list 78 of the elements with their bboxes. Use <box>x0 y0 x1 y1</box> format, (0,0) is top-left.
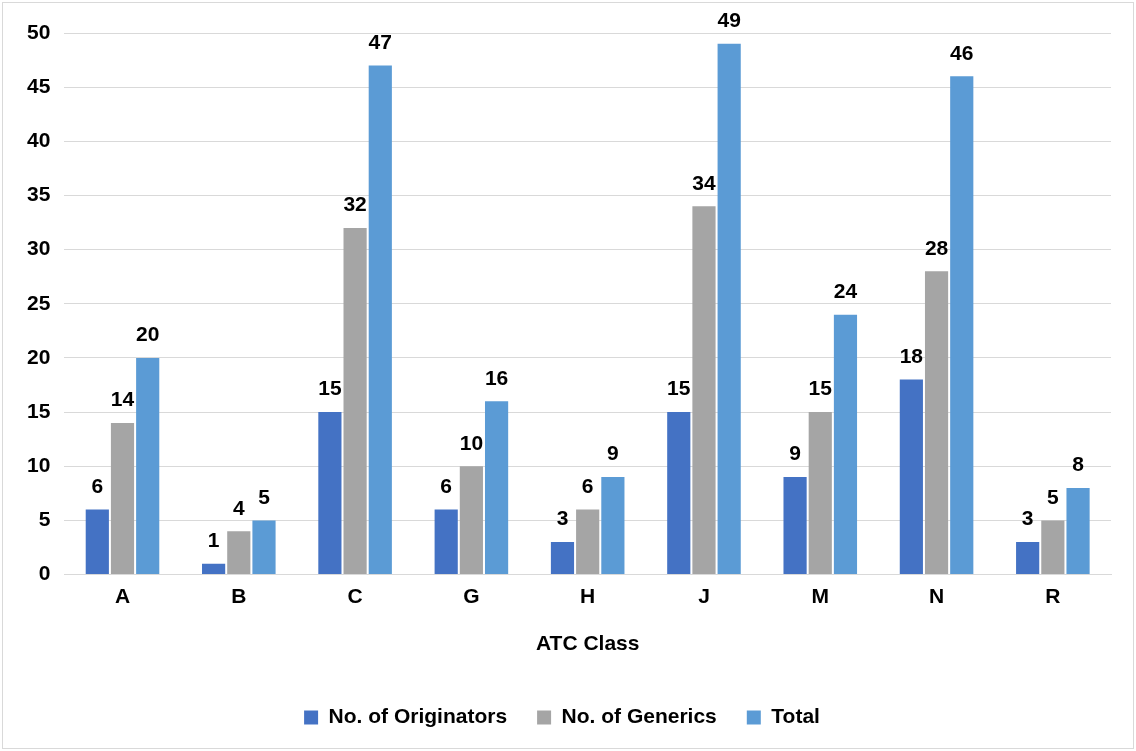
data-label: 47 <box>368 29 392 53</box>
y-tick-label: 30 <box>27 236 51 260</box>
data-label: 18 <box>899 343 924 367</box>
x-tick-label: J <box>698 584 710 607</box>
data-label: 8 <box>1072 452 1085 476</box>
x-tick-label: G <box>463 584 480 607</box>
legend-label: No. of Originators <box>328 704 508 728</box>
bar <box>202 563 226 575</box>
x-tick-label: H <box>580 584 596 607</box>
data-label: 6 <box>581 473 594 497</box>
x-tick-label: N <box>928 584 945 607</box>
bar <box>484 401 509 575</box>
data-label: 4 <box>232 495 245 519</box>
x-tick-label: C <box>347 584 363 607</box>
bar <box>136 357 160 575</box>
y-tick-label: 15 <box>27 398 51 422</box>
bar <box>227 531 251 575</box>
bar <box>1041 520 1065 575</box>
y-tick-label: 50 <box>27 19 51 43</box>
data-label: 1 <box>207 528 220 552</box>
bar <box>1066 487 1090 575</box>
data-label: 10 <box>459 430 484 454</box>
bar <box>343 227 367 575</box>
bar <box>808 412 832 575</box>
bar <box>924 271 949 575</box>
data-label: 15 <box>808 376 833 400</box>
data-label: 3 <box>1021 506 1034 530</box>
data-label: 9 <box>789 441 801 465</box>
y-tick-label: 20 <box>27 344 51 368</box>
y-tick-label: 35 <box>27 182 51 206</box>
data-label: 49 <box>717 8 741 32</box>
bar <box>252 520 276 575</box>
bar <box>368 65 392 575</box>
x-axis-title: ATC Class <box>535 631 640 655</box>
data-label: 6 <box>91 473 104 497</box>
data-label: 32 <box>343 192 367 216</box>
y-tick-label: 40 <box>27 128 51 152</box>
bar <box>899 379 923 575</box>
data-label: 5 <box>1047 484 1060 508</box>
data-label: 24 <box>833 278 858 302</box>
x-tick-label: M <box>811 584 830 607</box>
bar <box>576 509 600 575</box>
bar <box>459 466 483 575</box>
data-label: 15 <box>667 376 691 400</box>
bar <box>783 477 807 575</box>
y-tick-label: 45 <box>27 73 51 97</box>
y-tick-label: 10 <box>27 453 51 477</box>
y-tick-label: 0 <box>38 561 51 585</box>
data-label: 20 <box>136 322 160 346</box>
legend-label: No. of Generics <box>561 704 717 728</box>
bar <box>692 206 716 575</box>
legend-label: Total <box>771 704 820 728</box>
bar <box>550 542 575 575</box>
x-tick-label: A <box>114 584 131 607</box>
bar <box>950 76 974 575</box>
bar <box>667 412 691 575</box>
bar <box>85 509 109 575</box>
x-tick-label: R <box>1045 584 1061 607</box>
bar <box>110 422 135 575</box>
y-tick-label: 25 <box>27 290 51 314</box>
bar <box>318 412 342 575</box>
data-label: 16 <box>484 365 509 389</box>
x-tick-label: B <box>231 584 247 607</box>
data-label: 28 <box>924 235 949 259</box>
data-label: 34 <box>692 170 716 194</box>
data-label: 14 <box>110 387 135 411</box>
bar <box>434 509 458 575</box>
data-label: 3 <box>556 506 569 530</box>
bar <box>1016 542 1040 575</box>
bar <box>833 314 858 575</box>
data-label: 6 <box>440 473 453 497</box>
data-label: 46 <box>950 40 974 64</box>
bar <box>717 43 741 575</box>
data-label: 5 <box>258 484 271 508</box>
y-tick-label: 5 <box>38 507 51 531</box>
data-label: 15 <box>318 376 342 400</box>
bar <box>601 477 625 575</box>
data-label: 9 <box>607 441 619 465</box>
